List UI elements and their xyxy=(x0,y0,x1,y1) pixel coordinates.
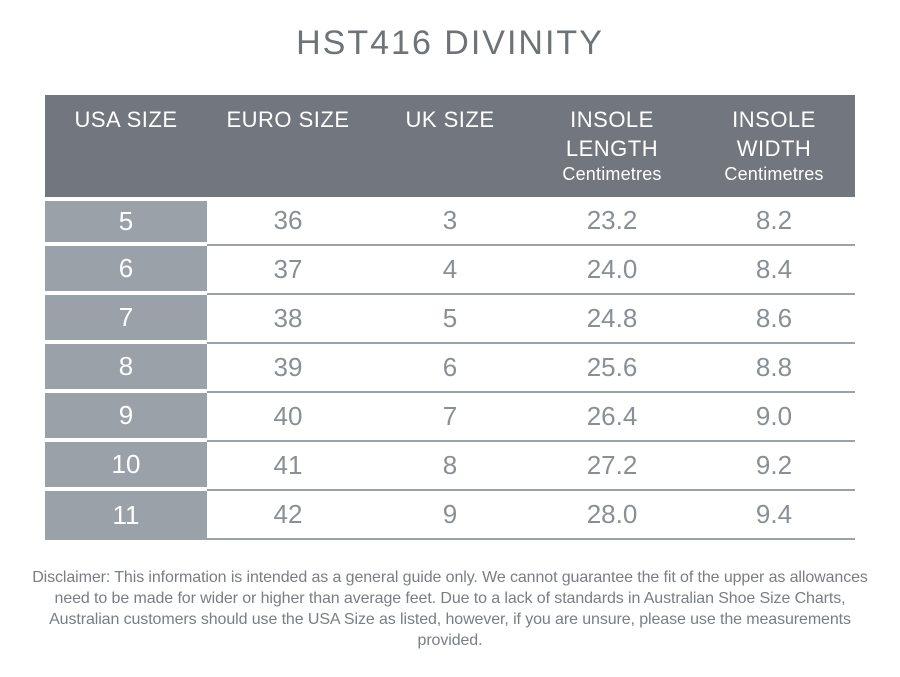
size-value-cell: 3 xyxy=(369,197,531,246)
table-row: 8 39 6 25.6 8.8 xyxy=(45,344,855,393)
col-header-euro-size: EURO SIZE xyxy=(207,95,369,197)
col-header-sub: Centimetres xyxy=(562,164,662,184)
header-row: USA SIZE EURO SIZE UK SIZE INSOLE LENGTH xyxy=(45,95,855,197)
table-row: 5 36 3 23.2 8.2 xyxy=(45,197,855,246)
size-value-cell: 6 xyxy=(369,344,531,393)
usa-size-cell: 9 xyxy=(45,393,207,442)
size-value-cell: 25.6 xyxy=(531,344,693,393)
disclaimer-text: Disclaimer: This information is intended… xyxy=(32,569,868,649)
size-value-cell: 27.2 xyxy=(531,442,693,491)
col-header-insole-width: INSOLE WIDTH Centimetres xyxy=(693,95,855,197)
size-value-cell: 8.8 xyxy=(693,344,855,393)
usa-size-cell: 11 xyxy=(45,491,207,540)
size-value-cell: 38 xyxy=(207,295,369,344)
size-chart-table: USA SIZE EURO SIZE UK SIZE INSOLE LENGTH xyxy=(45,95,855,540)
usa-size-cell: 7 xyxy=(45,295,207,344)
size-value-cell: 9.4 xyxy=(693,491,855,540)
col-header-usa-size: USA SIZE xyxy=(45,95,207,197)
usa-size-cell: 8 xyxy=(45,344,207,393)
usa-size-cell: 5 xyxy=(45,197,207,246)
size-value-cell: 23.2 xyxy=(531,197,693,246)
page-title: HST416 DIVINITY xyxy=(296,24,604,62)
col-header-uk-size: UK SIZE xyxy=(369,95,531,197)
table-row: 6 37 4 24.0 8.4 xyxy=(45,246,855,295)
size-value-cell: 8.6 xyxy=(693,295,855,344)
col-header-sub: Centimetres xyxy=(724,164,824,184)
table-row: 11 42 9 28.0 9.4 xyxy=(45,491,855,540)
col-header-label: UK SIZE xyxy=(405,107,495,132)
size-value-cell: 9.2 xyxy=(693,442,855,491)
size-value-cell: 4 xyxy=(369,246,531,295)
col-header-insole-length: INSOLE LENGTH Centimetres xyxy=(531,95,693,197)
size-value-cell: 9 xyxy=(369,491,531,540)
size-value-cell: 8 xyxy=(369,442,531,491)
size-value-cell: 8.4 xyxy=(693,246,855,295)
size-value-cell: 26.4 xyxy=(531,393,693,442)
usa-size-cell: 10 xyxy=(45,442,207,491)
size-table-header: USA SIZE EURO SIZE UK SIZE INSOLE LENGTH xyxy=(45,95,855,197)
size-value-cell: 8.2 xyxy=(693,197,855,246)
size-value-cell: 42 xyxy=(207,491,369,540)
size-value-cell: 5 xyxy=(369,295,531,344)
usa-size-cell: 6 xyxy=(45,246,207,295)
col-header-label: INSOLE xyxy=(732,107,816,132)
size-value-cell: 40 xyxy=(207,393,369,442)
size-value-cell: 9.0 xyxy=(693,393,855,442)
size-value-cell: 37 xyxy=(207,246,369,295)
col-header-label: EURO SIZE xyxy=(226,107,350,132)
size-table-body: 5 36 3 23.2 8.2 6 37 4 24.0 8.4 7 38 5 24.8 8.6 8 39 6 25.… xyxy=(45,197,855,540)
col-header-label2: LENGTH xyxy=(565,136,659,161)
col-header-label: USA SIZE xyxy=(74,107,178,132)
col-header-label2: WIDTH xyxy=(736,136,812,161)
size-value-cell: 7 xyxy=(369,393,531,442)
table-row: 9 40 7 26.4 9.0 xyxy=(45,393,855,442)
size-value-cell: 24.0 xyxy=(531,246,693,295)
size-value-cell: 39 xyxy=(207,344,369,393)
table-row: 7 38 5 24.8 8.6 xyxy=(45,295,855,344)
size-value-cell: 41 xyxy=(207,442,369,491)
table-row: 10 41 8 27.2 9.2 xyxy=(45,442,855,491)
col-header-label: INSOLE xyxy=(570,107,654,132)
size-value-cell: 24.8 xyxy=(531,295,693,344)
size-value-cell: 36 xyxy=(207,197,369,246)
size-value-cell: 28.0 xyxy=(531,491,693,540)
